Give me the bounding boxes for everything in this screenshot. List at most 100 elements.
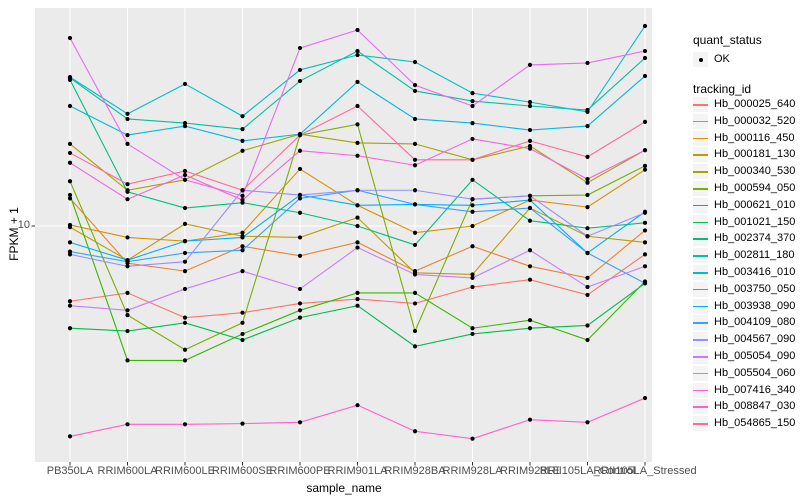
data-point (470, 209, 475, 214)
data-point (527, 264, 533, 269)
data-point (355, 245, 360, 250)
data-point (355, 290, 360, 296)
y-tick-label: 10 (17, 219, 30, 231)
data-point (182, 286, 188, 292)
data-point (642, 163, 648, 168)
legend-label: Hb_000621_010 (714, 198, 796, 211)
data-point (67, 192, 73, 198)
data-point (355, 223, 360, 229)
data-point (642, 119, 648, 124)
data-point (125, 328, 130, 334)
data-point (355, 403, 360, 408)
data-point (240, 148, 245, 153)
data-point (642, 48, 648, 54)
data-point (642, 73, 648, 79)
legend-label: Hb_054865_150 (714, 417, 796, 430)
data-point (182, 315, 188, 320)
data-point (642, 228, 648, 233)
legend-label: Hb_003416_010 (714, 266, 796, 278)
data-point (67, 75, 73, 80)
data-point (585, 234, 590, 239)
x-tick-label: RRIM600LA (97, 465, 158, 477)
data-point (297, 67, 303, 73)
data-point (585, 60, 590, 66)
legend-line-swatch (693, 248, 708, 264)
legend-title-quant-status: quant_status (693, 33, 762, 47)
data-point (412, 83, 418, 88)
data-point (182, 120, 188, 126)
ok-point-icon (693, 52, 708, 67)
data-point (297, 308, 303, 313)
data-point (642, 240, 648, 245)
legend-label: Hb_007416_340 (714, 383, 796, 396)
x-tick-label: RRIM600SE (211, 465, 274, 477)
data-point (412, 429, 418, 434)
data-point (355, 52, 360, 58)
data-point (585, 192, 590, 198)
legend-line-swatch (693, 416, 708, 432)
data-point (67, 150, 73, 156)
legend-line-swatch (693, 298, 708, 314)
data-point (182, 239, 188, 244)
data-point (355, 215, 360, 220)
data-point (527, 138, 533, 143)
y-axis-title: FPKM + 1 (7, 207, 21, 261)
data-point (355, 297, 360, 302)
legend-line-swatch (693, 214, 708, 230)
legend-item: Hb_000594_050 (690, 180, 800, 197)
data-point (412, 188, 418, 193)
legend-item: Hb_005054_090 (690, 348, 800, 365)
data-point (585, 250, 590, 256)
legend-line-swatch (693, 231, 708, 247)
data-point (585, 205, 590, 210)
data-point (125, 197, 130, 202)
data-point (470, 157, 475, 162)
data-point (240, 138, 245, 143)
data-point (412, 242, 418, 248)
legend-line-swatch (693, 349, 708, 364)
data-point (297, 301, 303, 306)
legend-item: Hb_003416_010 (690, 264, 800, 281)
data-point (642, 210, 648, 215)
legend-item: Hb_000340_530 (690, 163, 800, 180)
legend-item: Hb_000025_640 (690, 96, 800, 113)
data-point (585, 292, 590, 298)
legend-line-swatch (693, 147, 708, 163)
data-point (67, 141, 73, 147)
legend-label: Hb_000594_050 (714, 182, 796, 194)
data-point (527, 318, 533, 323)
x-tick-label: RRIM600LE (155, 465, 215, 477)
data-point (240, 269, 245, 274)
legend-label: Hb_005504_060 (714, 366, 796, 379)
data-point (470, 331, 475, 337)
data-point (67, 179, 73, 184)
legend-item: Hb_004109_080 (690, 314, 800, 331)
legend-line-swatch (693, 365, 708, 381)
data-point (585, 109, 590, 115)
data-point (240, 310, 245, 315)
legend-label: Hb_005054_090 (714, 350, 796, 362)
data-point (297, 166, 303, 172)
data-point (297, 148, 303, 153)
data-point (182, 320, 188, 325)
data-point (297, 78, 303, 84)
data-point (642, 252, 648, 257)
data-point (240, 244, 245, 249)
data-point (585, 275, 590, 281)
data-point (182, 422, 188, 427)
data-point (527, 103, 533, 109)
data-point (67, 326, 73, 331)
legend-label: Hb_001021_150 (714, 215, 796, 228)
data-point (412, 290, 418, 296)
data-point (527, 417, 533, 422)
legend-label: Hb_002374_370 (714, 232, 796, 245)
plot-panel (35, 8, 652, 462)
data-point (585, 180, 590, 185)
legend-line-swatch (693, 382, 708, 398)
legend-item: Hb_002811_180 (690, 247, 800, 264)
legend-item: Hb_003750_050 (690, 281, 800, 298)
data-point (527, 100, 533, 105)
data-point (470, 203, 475, 208)
data-point (412, 301, 418, 306)
